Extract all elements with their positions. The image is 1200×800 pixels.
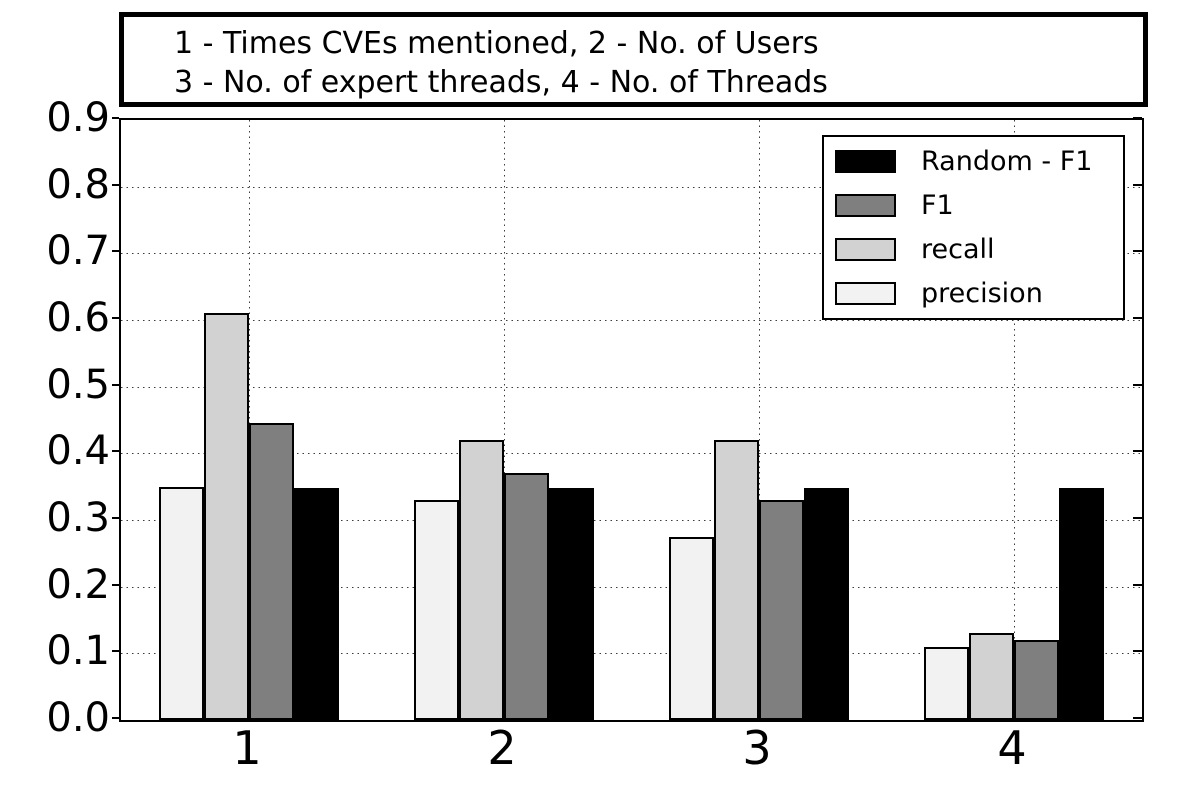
y-tick-mark-right <box>1133 517 1142 519</box>
y-tick-mark-left <box>112 650 119 653</box>
gridline-horizontal <box>121 186 1142 188</box>
bar-f1-group-3 <box>759 500 804 720</box>
y-tick-mark-right <box>1133 450 1142 453</box>
gridline-horizontal <box>121 386 1142 388</box>
gridline-vertical <box>759 120 760 720</box>
gridline-vertical <box>249 120 250 720</box>
y-tick-mark-left <box>112 250 119 253</box>
y-tick-mark-left <box>112 517 119 519</box>
y-tick-label-0.2: 0.2 <box>46 561 110 608</box>
gridline-horizontal <box>121 253 1142 255</box>
y-tick-label-0.3: 0.3 <box>46 495 110 541</box>
y-tick-mark-right <box>1133 250 1142 253</box>
y-tick-mark-right <box>1133 717 1142 719</box>
bar-precision-group-4 <box>924 647 969 720</box>
y-tick-mark-right <box>1133 650 1142 653</box>
y-tick-mark-left <box>112 383 119 386</box>
bar-random-f1-group-2 <box>549 488 594 720</box>
bar-random-f1-group-3 <box>804 488 849 720</box>
bar-f1-group-2 <box>504 473 549 720</box>
x-tick-label-1: 1 <box>232 721 262 775</box>
bar-random-f1-group-4 <box>1059 488 1104 720</box>
y-tick-label-0.5: 0.5 <box>46 361 110 408</box>
bar-recall-group-3 <box>714 440 759 720</box>
legend-item-f1: F1 <box>824 185 1123 227</box>
bar-recall-group-4 <box>969 633 1014 720</box>
y-tick-mark-left <box>112 450 119 453</box>
chart-title-line-1: 1 - Times CVEs mentioned, 2 - No. of Use… <box>174 26 819 61</box>
y-tick-mark-left <box>112 117 119 119</box>
legend-item-recall: recall <box>824 228 1123 270</box>
y-tick-mark-left <box>112 583 119 586</box>
y-tick-label-0.0: 0.0 <box>46 695 110 741</box>
bar-random-f1-group-1 <box>294 488 339 720</box>
gridline-horizontal <box>121 453 1142 455</box>
gridline-vertical <box>504 120 505 720</box>
legend-swatch-icon <box>835 150 896 174</box>
gridline-horizontal <box>121 586 1142 588</box>
y-tick-mark-right <box>1133 317 1142 319</box>
y-tick-label-0.9: 0.9 <box>46 95 110 141</box>
legend: Random - F1 F1 recall precision <box>822 135 1125 320</box>
legend-swatch-icon <box>835 281 896 305</box>
bar-f1-group-4 <box>1014 640 1059 720</box>
bar-precision-group-3 <box>669 537 714 720</box>
gridline-horizontal <box>121 653 1142 655</box>
bar-recall-group-1 <box>204 313 249 720</box>
chart-title-box: 1 - Times CVEs mentioned, 2 - No. of Use… <box>119 12 1148 107</box>
legend-swatch-icon <box>835 237 896 261</box>
legend-label: F1 <box>921 190 954 222</box>
gridline-horizontal <box>121 320 1142 321</box>
x-tick-label-2: 2 <box>487 721 517 775</box>
legend-item-random-f1: Random - F1 <box>824 141 1123 183</box>
gridline-vertical <box>1014 120 1015 720</box>
y-tick-mark-right <box>1133 183 1142 186</box>
legend-label: recall <box>921 233 995 265</box>
legend-label: Random - F1 <box>921 146 1093 178</box>
legend-swatch-icon <box>835 194 896 218</box>
y-tick-label-0.7: 0.7 <box>46 228 110 275</box>
y-tick-mark-left <box>112 717 119 719</box>
y-tick-mark-left <box>112 317 119 319</box>
bar-precision-group-1 <box>159 487 204 720</box>
y-tick-label-0.6: 0.6 <box>46 295 110 341</box>
bar-precision-group-2 <box>414 500 459 720</box>
bar-recall-group-2 <box>459 440 504 720</box>
y-tick-mark-right <box>1133 583 1142 586</box>
x-tick-label-3: 3 <box>742 721 772 775</box>
gridline-horizontal <box>121 520 1142 521</box>
y-tick-mark-right <box>1133 383 1142 386</box>
x-tick-label-4: 4 <box>997 721 1027 775</box>
y-tick-label-0.4: 0.4 <box>46 428 110 475</box>
y-tick-label-0.1: 0.1 <box>46 628 110 675</box>
bar-f1-group-1 <box>249 423 294 720</box>
chart-title-line-2: 3 - No. of expert threads, 4 - No. of Th… <box>174 65 828 100</box>
legend-label: precision <box>921 277 1043 309</box>
y-tick-mark-left <box>112 183 119 186</box>
y-tick-label-0.8: 0.8 <box>46 161 110 208</box>
legend-item-precision: precision <box>824 272 1123 314</box>
y-tick-mark-right <box>1133 117 1142 119</box>
